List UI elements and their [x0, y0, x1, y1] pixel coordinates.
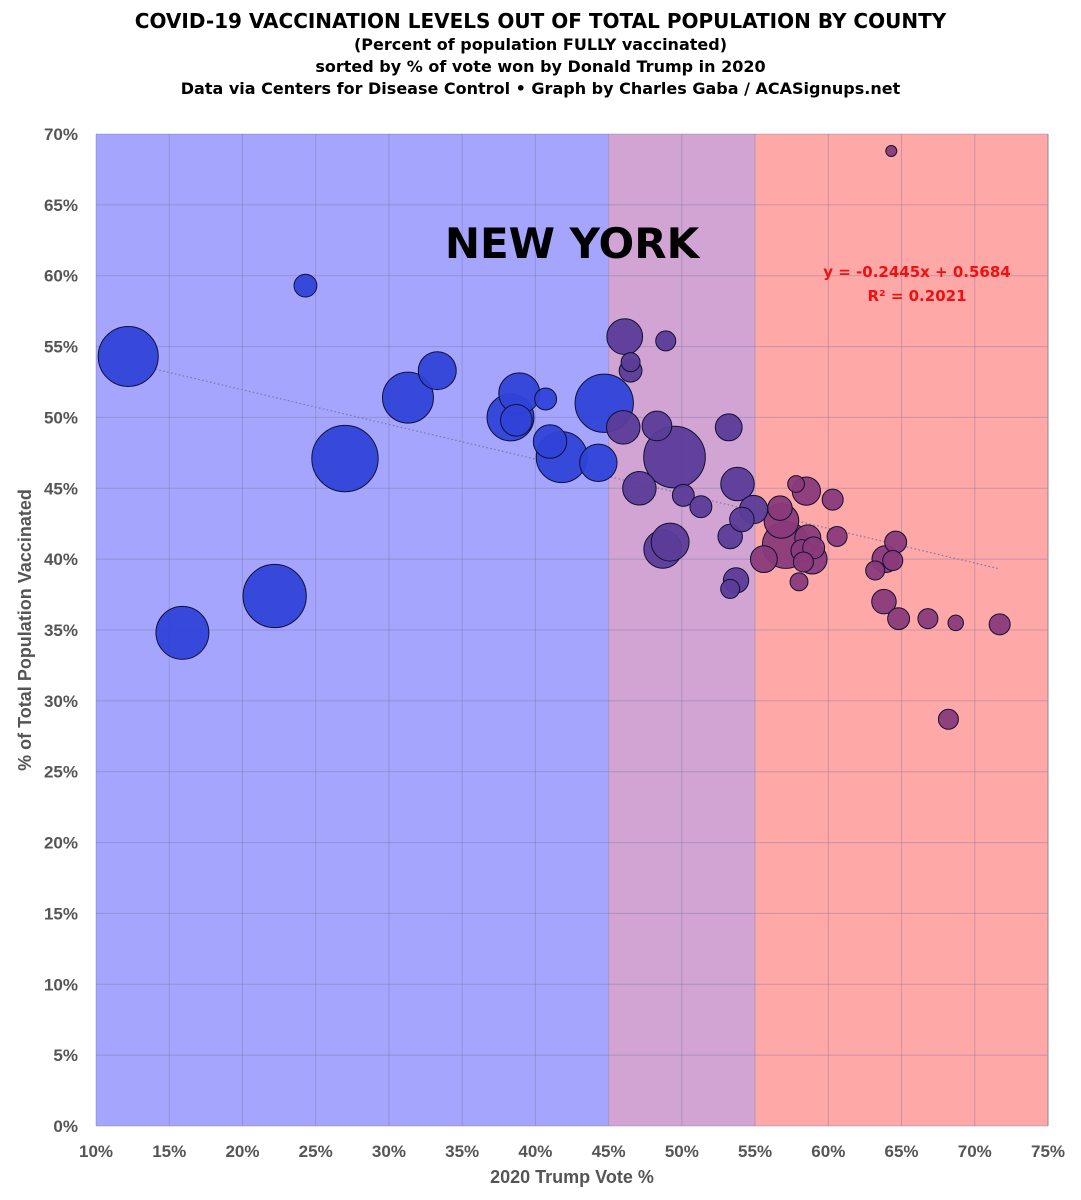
y-tick-label: 55%	[44, 338, 78, 357]
trendline-group	[128, 362, 1000, 570]
county-bubble	[882, 550, 904, 572]
bubble-layer	[97, 145, 1011, 730]
y-tick-label: 15%	[44, 904, 78, 923]
county-bubble	[689, 495, 713, 519]
y-tick-label: 65%	[44, 196, 78, 215]
trendline	[128, 362, 1000, 570]
y-axis-title: % of Total Population Vaccinated	[15, 489, 35, 771]
county-bubble	[871, 588, 897, 615]
x-tick-label: 25%	[299, 1142, 333, 1161]
county-bubble	[311, 424, 379, 493]
county-bubble	[532, 424, 568, 459]
y-tick-label: 10%	[44, 975, 78, 994]
county-bubble	[887, 607, 911, 631]
county-bubble	[714, 413, 743, 442]
county-bubble	[865, 560, 886, 581]
x-tick-label: 60%	[811, 1142, 845, 1161]
x-tick-label: 35%	[445, 1142, 479, 1161]
county-bubble	[579, 443, 618, 482]
county-bubble	[655, 330, 677, 352]
county-bubble	[826, 525, 848, 547]
trendline-equation: y = -0.2445x + 0.5684	[823, 263, 1010, 281]
x-tick-label: 15%	[152, 1142, 186, 1161]
county-bubble	[155, 605, 210, 660]
county-bubble	[947, 614, 964, 632]
y-tick-label: 70%	[44, 125, 78, 144]
county-bubble	[671, 483, 695, 507]
county-bubble	[500, 403, 533, 437]
zone-swing	[608, 134, 756, 1126]
county-bubble	[729, 506, 755, 533]
chart-header: COVID-19 VACCINATION LEVELS OUT OF TOTAL…	[0, 8, 1081, 100]
y-tick-label: 45%	[44, 479, 78, 498]
county-bubble	[767, 495, 793, 521]
county-bubble	[381, 371, 434, 424]
y-tick-label: 0%	[53, 1117, 78, 1136]
x-tick-label: 30%	[372, 1142, 406, 1161]
county-bubble	[650, 522, 690, 562]
county-bubble	[988, 613, 1011, 636]
y-tick-label: 20%	[44, 834, 78, 853]
county-bubble	[293, 273, 318, 298]
county-bubble	[534, 387, 558, 411]
county-bubble	[643, 425, 706, 489]
county-bubble	[917, 608, 939, 630]
x-tick-label: 20%	[225, 1142, 259, 1161]
chart-title: COVID-19 VACCINATION LEVELS OUT OF TOTAL…	[134, 9, 947, 33]
x-tick-label: 55%	[738, 1142, 772, 1161]
county-bubble	[97, 325, 159, 387]
county-bubble	[720, 466, 755, 502]
county-bubble	[641, 410, 673, 442]
county-bubble	[622, 471, 657, 506]
county-bubble	[242, 563, 307, 629]
y-tick-label: 40%	[44, 550, 78, 569]
y-tick-label: 30%	[44, 692, 78, 711]
x-tick-label: 70%	[958, 1142, 992, 1161]
x-tick-label: 40%	[518, 1142, 552, 1161]
y-tick-label: 35%	[44, 621, 78, 640]
y-tick-label: 5%	[53, 1046, 78, 1065]
county-bubble	[620, 352, 641, 373]
county-bubble	[885, 145, 898, 157]
x-tick-label: 45%	[592, 1142, 626, 1161]
county-bubble	[937, 708, 959, 730]
x-tick-label: 10%	[79, 1142, 113, 1161]
county-bubble	[606, 410, 641, 445]
trendline-r-squared: R² = 0.2021	[867, 287, 966, 305]
county-bubble	[789, 572, 809, 592]
county-bubble	[884, 530, 908, 554]
x-tick-label: 50%	[665, 1142, 699, 1161]
x-tick-label: 65%	[885, 1142, 919, 1161]
county-bubble	[720, 578, 741, 599]
chart-credit: Data via Centers for Disease Control • G…	[180, 79, 901, 98]
y-tick-label: 50%	[44, 408, 78, 427]
chart-subtitle-sort: sorted by % of vote won by Donald Trump …	[315, 57, 766, 76]
state-label: NEW YORK	[445, 219, 701, 268]
county-bubble	[792, 551, 814, 573]
chart-subtitle: (Percent of population FULLY vaccinated)	[353, 35, 727, 54]
county-bubble	[749, 545, 778, 574]
county-bubble	[787, 475, 805, 493]
county-bubble	[417, 351, 457, 391]
y-axis-ticks: 0% 5% 10% 15% 20% 25% 30% 35% 40% 45% 50% 55% 60% 65%…	[44, 125, 78, 1136]
county-bubble	[821, 488, 844, 511]
county-bubble	[606, 318, 644, 356]
x-axis-title: 2020 Trump Vote %	[490, 1167, 654, 1187]
x-tick-label: 75%	[1031, 1142, 1065, 1161]
x-axis-ticks: 10% 15% 20% 25% 30% 35% 40% 45% 50% 55% 60% 65% 70% 7…	[79, 1142, 1065, 1161]
y-tick-label: 25%	[44, 763, 78, 782]
y-tick-label: 60%	[44, 267, 78, 286]
